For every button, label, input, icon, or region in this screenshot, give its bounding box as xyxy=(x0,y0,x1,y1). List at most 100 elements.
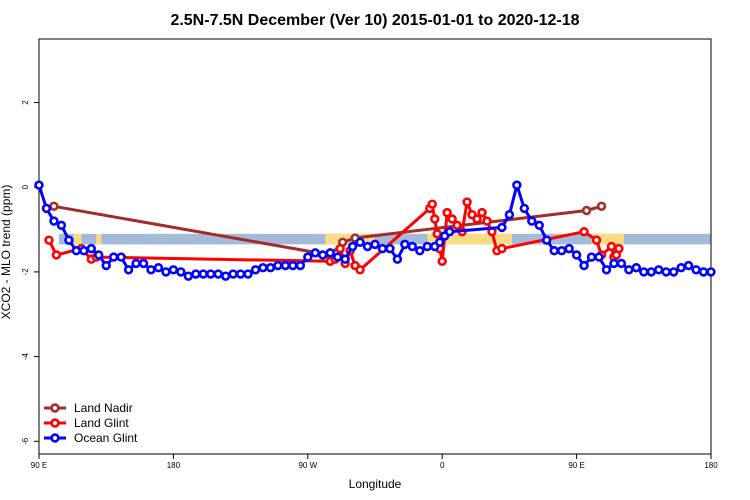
data-point xyxy=(444,226,455,237)
y-tick-label: -6 xyxy=(21,437,30,445)
data-point xyxy=(198,269,208,279)
data-point xyxy=(392,254,403,264)
data-point xyxy=(706,267,716,277)
data-point xyxy=(462,197,472,207)
data-point xyxy=(335,243,345,254)
y-tick-label: 0 xyxy=(21,184,30,189)
data-point xyxy=(44,235,54,245)
data-point xyxy=(258,262,268,273)
data-point xyxy=(497,243,507,254)
data-point xyxy=(325,248,335,258)
data-point xyxy=(534,220,544,231)
highlight-region xyxy=(73,233,82,245)
x-tick-label: 90 E xyxy=(568,461,584,470)
data-point xyxy=(228,269,238,279)
data-point xyxy=(596,201,607,211)
data-point xyxy=(49,201,59,211)
x-tick-label: 90 W xyxy=(298,461,317,470)
data-point xyxy=(527,216,537,226)
data-point xyxy=(614,243,624,254)
data-point xyxy=(71,246,82,256)
data-point xyxy=(288,260,298,271)
data-point xyxy=(601,265,612,275)
data-point xyxy=(56,220,67,231)
data-point xyxy=(49,216,59,226)
data-point xyxy=(609,258,619,269)
data-point xyxy=(691,265,701,275)
data-point xyxy=(355,265,365,275)
data-point xyxy=(168,265,179,275)
data-point xyxy=(435,237,445,247)
data-point xyxy=(504,210,515,220)
data-point xyxy=(213,269,223,279)
data-point xyxy=(86,243,96,254)
data-point xyxy=(415,246,425,256)
data-point xyxy=(220,271,231,281)
data-point xyxy=(432,229,442,239)
data-point xyxy=(477,207,487,218)
data-point xyxy=(362,241,373,252)
highlight-region xyxy=(96,233,102,245)
data-point xyxy=(654,265,664,275)
data-point xyxy=(579,226,589,237)
data-point xyxy=(138,258,149,269)
data-point xyxy=(519,203,530,214)
data-point xyxy=(183,271,194,281)
data-point xyxy=(442,207,452,218)
highlight-region xyxy=(591,233,624,245)
data-point xyxy=(683,260,694,271)
data-point xyxy=(407,241,418,252)
data-point xyxy=(295,260,306,271)
data-point xyxy=(51,250,62,260)
data-point xyxy=(661,267,671,277)
data-point xyxy=(571,250,582,260)
data-point xyxy=(497,222,507,233)
data-point xyxy=(131,258,141,269)
data-point xyxy=(606,241,617,252)
data-point xyxy=(385,243,395,254)
data-point xyxy=(472,214,482,224)
background-band xyxy=(58,233,711,245)
data-point xyxy=(355,237,365,247)
y-axis-label: XCO2 - MLO trend (ppm) xyxy=(0,185,13,320)
plot-area: 90 E 180 90 W 0 90 E 180 -6 -4 -2 0 2 xyxy=(21,38,718,470)
data-point xyxy=(108,252,119,262)
data-point xyxy=(668,267,679,277)
data-point xyxy=(591,235,602,245)
data-point xyxy=(631,262,642,273)
data-point xyxy=(340,254,350,264)
data-point xyxy=(549,246,559,256)
data-point xyxy=(153,262,164,273)
series-line xyxy=(53,204,602,257)
legend-label: Land Nadir xyxy=(74,401,133,415)
data-point xyxy=(146,265,156,275)
data-point xyxy=(318,250,328,260)
data-point xyxy=(101,260,111,271)
data-point xyxy=(123,265,134,275)
data-point xyxy=(41,203,52,214)
x-tick-label: 180 xyxy=(704,461,718,470)
data-point xyxy=(79,246,89,256)
data-point xyxy=(437,256,447,267)
data-point xyxy=(639,267,649,277)
data-point xyxy=(370,239,380,250)
data-point xyxy=(332,252,343,262)
data-point xyxy=(624,265,634,275)
x-tick-label: 0 xyxy=(440,461,445,470)
data-point xyxy=(94,250,104,260)
legend-label: Ocean Glint xyxy=(74,431,138,445)
data-point xyxy=(400,239,410,250)
x-tick-label: 180 xyxy=(167,461,181,470)
data-point xyxy=(265,262,276,273)
plot-frame xyxy=(38,38,712,455)
data-point xyxy=(698,267,709,277)
data-point xyxy=(377,243,388,254)
x-tick-label: 90 E xyxy=(31,461,47,470)
data-point xyxy=(564,243,574,254)
data-point xyxy=(176,267,186,277)
data-point xyxy=(206,269,216,279)
chart-title: 2.5N-7.5N December (Ver 10) 2015-01-01 t… xyxy=(170,12,579,29)
data-point xyxy=(676,262,686,273)
data-point xyxy=(273,260,283,271)
